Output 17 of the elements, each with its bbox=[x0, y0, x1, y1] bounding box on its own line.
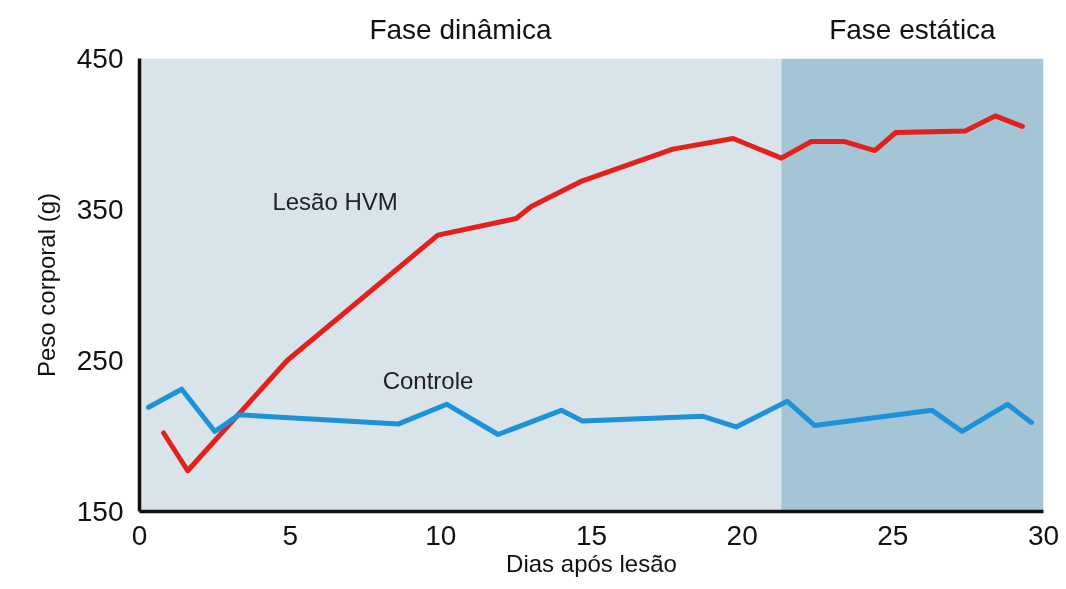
y-tick-label: 350 bbox=[76, 194, 124, 225]
series-label: Controle bbox=[382, 367, 474, 395]
x-tick-label: 0 bbox=[131, 519, 148, 551]
x-tick-label: 20 bbox=[726, 519, 758, 551]
x-tick-label: 30 bbox=[1027, 519, 1060, 551]
x-axis-title: Dias após lesão bbox=[506, 549, 677, 577]
x-tick-label: 10 bbox=[425, 519, 457, 551]
series-label: Lesão HVM bbox=[272, 188, 398, 216]
band-label: Fase dinâmica bbox=[369, 13, 552, 45]
y-tick-label: 150 bbox=[76, 496, 124, 527]
x-tick-label: 15 bbox=[575, 519, 608, 551]
y-tick-label: 250 bbox=[76, 345, 124, 376]
band-label: Fase estática bbox=[829, 13, 997, 45]
x-tick-label: 25 bbox=[877, 519, 909, 551]
y-tick-label: 450 bbox=[76, 43, 124, 74]
y-axis-title: Peso corporal (g) bbox=[32, 192, 60, 378]
x-tick-label: 5 bbox=[282, 519, 298, 551]
